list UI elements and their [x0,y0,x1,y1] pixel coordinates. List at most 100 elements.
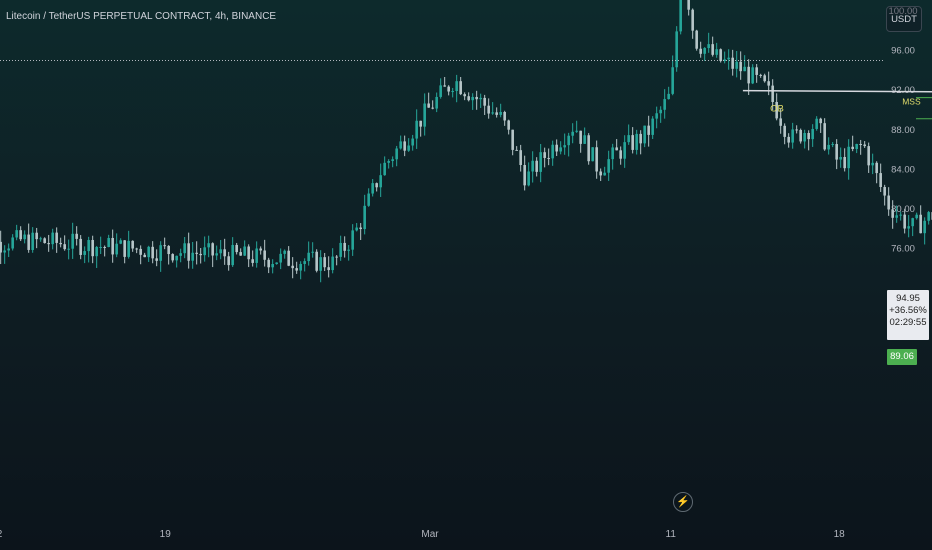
candle-body [259,248,262,251]
candle-body [483,97,486,106]
candle-body [299,263,302,271]
candle-body [291,265,294,269]
candle-body [319,257,322,271]
candle-body [39,238,42,240]
candle-body [515,149,518,151]
candle-body [751,67,754,84]
candle-body [347,249,350,251]
candle-body [239,252,242,256]
candle-body [223,249,226,257]
x-tick-label: 12 [0,529,3,540]
candle-body [479,97,482,100]
candle-body [723,59,726,62]
x-tick-label: 18 [834,529,846,540]
candle-body [339,242,342,257]
candle-body [615,147,618,151]
candle-body [771,85,774,102]
candle-body [135,248,138,250]
lightning-icon[interactable]: ⚡ [673,492,693,512]
candle-body [883,187,886,196]
candle-body [823,123,826,150]
candle-body [611,147,614,160]
candle-body [643,125,646,144]
candle-body [275,262,278,264]
candle-body [219,249,222,254]
candle-body [867,146,870,166]
candle-body [167,245,170,255]
candle-body [295,268,298,271]
candle-body [743,66,746,72]
candle-body [155,258,158,261]
candle-body [207,243,210,248]
candle-body [31,232,34,250]
candle-body [599,171,602,176]
candle-body [139,248,142,255]
candle-body [395,148,398,160]
candle-body [163,245,166,247]
candle-body [423,103,426,127]
candle-body [375,183,378,188]
candle-body [303,261,306,264]
candle-body [399,141,402,149]
candle-body [767,81,770,86]
candle-body [595,147,598,172]
candle-body [655,113,658,119]
y-tick-label: 88.00 [891,125,915,136]
candle-body [919,214,922,234]
candle-body [411,138,414,146]
candle-body [119,240,122,244]
candle-body [407,145,410,151]
candle-body [491,112,494,114]
current-price-value: 94.95 [896,293,920,304]
candle-body [547,157,550,159]
candles [0,0,932,283]
candle-body [679,0,682,32]
candle-body [579,130,582,144]
candle-body [799,129,802,142]
candle-body [675,31,678,68]
candle-body [619,150,622,159]
candle-body [555,144,558,152]
candle-body [311,251,314,253]
candle-body [447,86,450,92]
candle-body [143,254,146,258]
candle-body [503,111,506,121]
candle-body [647,125,650,135]
candle-body [443,85,446,87]
currency-unit-button[interactable]: USDT [886,6,922,32]
candle-body [807,132,810,140]
candle-body [335,256,338,258]
candle-body [795,129,798,131]
candle-body [839,156,842,160]
candle-body [707,44,710,49]
candle-body [511,129,514,150]
candle-body [811,128,814,140]
candle-body [783,125,786,137]
candle-body [247,246,250,260]
candle-body [563,145,566,148]
candle-body [759,74,762,76]
candle-body [879,173,882,188]
candle-body [915,214,918,219]
y-tick-label: 80.00 [891,204,915,215]
candle-body [215,253,218,256]
candle-body [899,214,902,216]
candle-body [651,118,654,135]
candle-body [903,214,906,229]
candle-body [871,162,874,166]
candle-body [851,146,854,149]
candle-body [187,243,190,261]
candle-body [507,120,510,130]
candle-body [887,195,890,210]
y-tick-label: 92.00 [891,85,915,96]
candle-body [927,212,930,221]
candle-body [827,144,830,150]
candle-body [623,142,626,159]
candle-body [695,30,698,49]
candle-body [75,233,78,239]
candle-body [95,247,98,257]
candle-body [351,230,354,250]
candle-body [159,245,162,261]
candle-body [815,118,818,129]
